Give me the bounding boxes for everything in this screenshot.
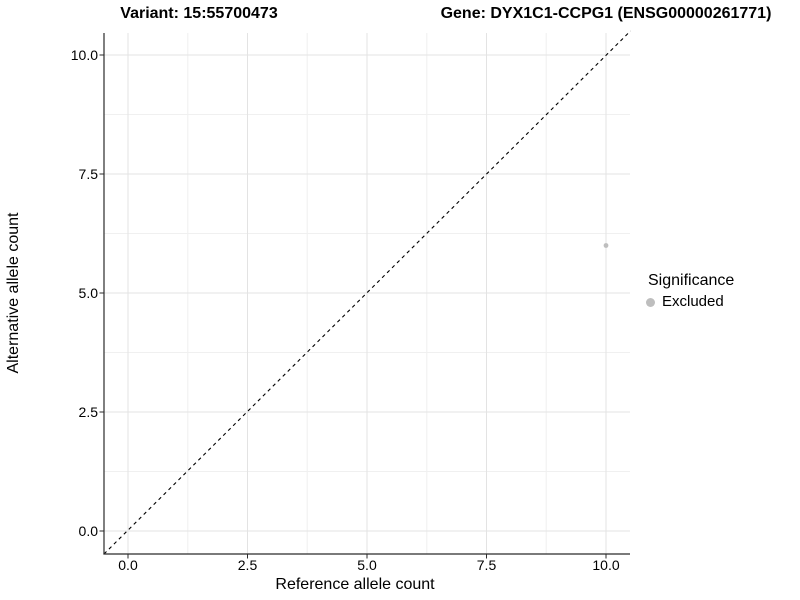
excluded-point-icon (646, 297, 655, 307)
legend-entry-label: Excluded (662, 293, 724, 310)
legend: Significance Excluded (646, 271, 734, 311)
y-tick-label: 5.0 (78, 285, 98, 301)
y-tick-label: 0.0 (78, 523, 98, 539)
y-tick-label: 2.5 (78, 404, 98, 420)
identity-reference-line (103, 30, 631, 555)
legend-title: Significance (648, 272, 735, 289)
data-point-excluded (603, 243, 609, 248)
x-tick-label: 2.5 (237, 557, 258, 573)
x-tick-label: 5.0 (357, 557, 377, 573)
x-tick-label: 0.0 (118, 557, 138, 573)
x-axis-title: Reference allele count (275, 576, 435, 593)
x-tick-marks (127, 554, 607, 559)
variant-title: Variant: 15:55700473 (120, 5, 278, 22)
y-tick-marks (99, 54, 104, 532)
y-tick-label: 10.0 (70, 47, 98, 63)
x-tick-label: 10.0 (592, 557, 620, 573)
grid-major-horizontal (104, 54, 630, 532)
y-tick-label: 7.5 (78, 166, 98, 182)
x-tick-label: 7.5 (476, 557, 497, 573)
gene-title: Gene: DYX1C1-CCPG1 (ENSG00000261771) (440, 5, 772, 22)
legend-entry-excluded: Excluded (646, 293, 734, 311)
y-axis-title: Alternative allele count (5, 212, 22, 374)
